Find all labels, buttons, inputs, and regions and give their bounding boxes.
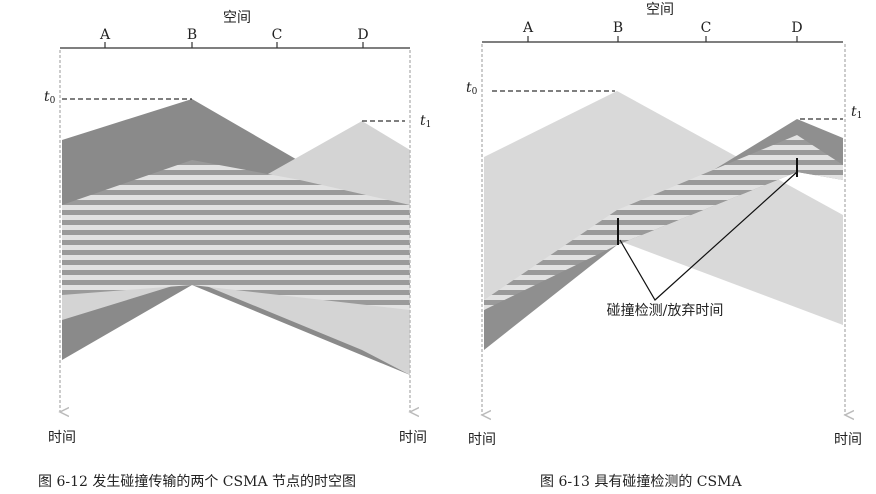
overlap: [484, 135, 843, 310]
node: A: [99, 27, 111, 43]
t0-base: t: [44, 89, 50, 105]
t0: t0: [44, 89, 56, 106]
node: A: [522, 20, 534, 36]
node: D: [357, 27, 368, 43]
time-label: 时间: [399, 430, 427, 446]
node: C: [701, 20, 712, 36]
space-label: 空间: [646, 2, 674, 18]
t1-sub: 1: [857, 111, 863, 121]
figure-1: 空间 A B C D t0 t1 时间 时间 图 6-12 发生碰撞传输的两个 …: [38, 10, 431, 490]
caption: 图 6-13 具有碰撞检测的 CSMA: [540, 474, 742, 490]
t1: t1: [420, 113, 431, 130]
node: D: [791, 20, 802, 36]
figure-2: 空间 A B C D t0 t1 碰撞检测/放弃时间 时间 时间 图 6-13 …: [466, 2, 862, 490]
node: B: [613, 20, 623, 36]
t1-base: t: [851, 104, 857, 120]
time-label: 时间: [468, 432, 496, 448]
t0: t0: [466, 80, 478, 97]
caption: 图 6-12 发生碰撞传输的两个 CSMA 节点的时空图: [38, 474, 356, 490]
node: C: [272, 27, 283, 43]
time-label: 时间: [834, 432, 862, 448]
annotation-line: [619, 171, 798, 301]
annotation: 碰撞检测/放弃时间: [607, 303, 724, 319]
t1-sub: 1: [426, 120, 432, 130]
time-label: 时间: [48, 430, 76, 446]
t1: t1: [851, 104, 862, 121]
t1-base: t: [420, 113, 426, 129]
node: B: [187, 27, 197, 43]
space-label: 空间: [223, 10, 251, 26]
t0-sub: 0: [472, 87, 478, 97]
overlap: [62, 160, 410, 310]
t0-sub: 0: [50, 96, 56, 106]
t0-base: t: [466, 80, 472, 96]
